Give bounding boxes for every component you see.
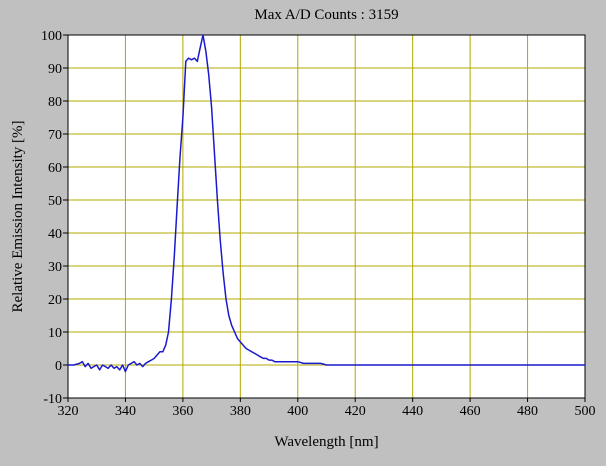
y-axis-ticks: -10 0 10 20 30 40 50 60 70 80 90 100	[41, 29, 68, 407]
chart-title: Max A/D Counts : 3159	[254, 7, 398, 23]
y-tick-label: 100	[41, 29, 62, 44]
grid-lines	[67, 34, 586, 399]
y-tick-label: 10	[48, 326, 62, 341]
x-tick-label: 420	[345, 404, 366, 419]
y-tick-label: 30	[48, 260, 62, 275]
x-tick-label: 500	[575, 404, 596, 419]
x-tick-label: 460	[460, 404, 481, 419]
y-tick-label: -10	[43, 392, 62, 407]
x-tick-label: 340	[115, 404, 136, 419]
x-axis-ticks: 320 340 360 380 400 420 440 460 480 500	[58, 398, 596, 419]
y-tick-label: 80	[48, 95, 62, 110]
y-tick-label: 20	[48, 293, 62, 308]
series-line	[68, 34, 585, 373]
x-axis-title: Wavelength [nm]	[274, 434, 378, 450]
y-tick-label: 90	[48, 62, 62, 77]
x-tick-label: 400	[287, 404, 308, 419]
y-axis-title: Relative Emission Intensity [%]	[10, 120, 26, 312]
plot-area	[67, 34, 586, 399]
y-tick-label: 60	[48, 161, 62, 176]
y-tick-label: 50	[48, 194, 62, 209]
x-tick-label: 480	[517, 404, 538, 419]
x-tick-label: 380	[230, 404, 251, 419]
x-tick-label: 440	[402, 404, 423, 419]
plot-frame	[67, 34, 586, 399]
x-tick-label: 320	[58, 404, 79, 419]
y-tick-label: 40	[48, 227, 62, 242]
y-tick-label: 0	[55, 359, 62, 374]
x-tick-label: 360	[172, 404, 193, 419]
y-tick-label: 70	[48, 128, 62, 143]
